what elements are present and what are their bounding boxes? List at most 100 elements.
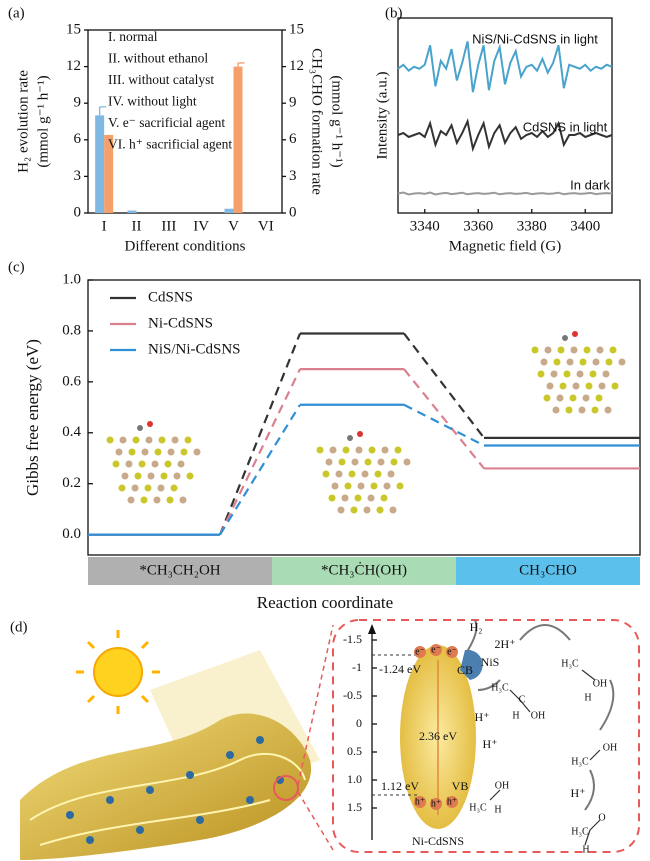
potential-label: 1.5 [347,800,362,814]
atom [590,371,597,378]
atom [382,447,389,454]
potential-label: -1.5 [343,632,362,646]
y-axis-title: Gibbs free energy (eV) [23,339,42,496]
y-tick-label: 0 [74,204,82,220]
atom [120,437,127,444]
y-tick-label: 15 [66,21,81,37]
x-tick-label: VI [258,218,274,234]
transition [220,333,300,534]
potential-label: -1 [352,660,362,674]
atom [129,449,136,456]
atom [137,425,143,431]
transition [220,369,300,535]
y-tick-label: 12 [66,58,81,74]
x-tick-label: 3340 [410,218,440,234]
atom [158,485,165,492]
hydroxyl: OH [495,780,509,791]
y-axis-title: (mmol g⁻¹ h⁻¹) [35,75,51,167]
atom [610,347,617,354]
panel-label: (d) [10,619,28,635]
annotation: II. without ethanol [108,51,208,66]
atom [404,459,411,466]
y2-tick-label: 15 [289,21,304,37]
atom [381,495,388,502]
methyl: H₃C [491,682,509,693]
atom [139,461,146,468]
atom [391,459,398,466]
electron: e⁻ [431,644,441,655]
atom [586,383,593,390]
atom [342,495,349,502]
carbon: C [519,694,526,705]
x-tick-label: 3360 [463,218,493,234]
transition [220,405,300,535]
methyl: H₃C [561,658,579,669]
atom [165,461,172,468]
atom [161,473,168,480]
atom [365,459,372,466]
atom [141,497,148,504]
atom [384,483,391,490]
h2: H₂ [470,620,483,634]
atom [564,371,571,378]
hole: h⁺ [447,796,457,807]
cb-label: CB [457,663,473,677]
atom [135,473,142,480]
atom [133,437,140,444]
atom [560,383,567,390]
atom [152,461,159,468]
y-tick-label: 0.0 [62,526,81,542]
atom [116,449,123,456]
category-label: CH₃CHO [519,562,577,578]
atom [343,447,350,454]
atom [180,497,187,504]
hydroxyl: OH [603,742,617,753]
category-label: *CH₃CH₂OH [139,562,220,578]
atom [358,483,365,490]
atom [377,507,384,514]
atom [545,347,552,354]
panel-label: (a) [8,5,25,21]
atom [168,449,175,456]
atom [339,459,346,466]
atom [397,483,404,490]
y2-axis-title: (mmol g⁻¹ h⁻¹) [329,75,345,167]
atom [329,495,336,502]
methyl: H₃C [469,802,487,813]
atom [369,447,376,454]
nis-label: NiS [481,655,500,669]
atom [619,359,626,366]
atom [147,421,153,427]
y-tick-label: 0.8 [62,322,81,338]
oxygen: O [598,812,605,823]
x-tick-label: 3400 [570,218,600,234]
atom [375,471,382,478]
y2-axis-title: CH₃CHO formation rate [309,48,325,195]
panel-label: (b) [385,5,403,21]
atom [185,437,192,444]
legend-label: NiS/Ni-CdSNS [148,341,241,357]
potential-label: 0.5 [347,744,362,758]
hydrogen: H [584,692,591,703]
hydrogen: H [512,710,519,721]
atom [357,431,363,437]
x-tick-label: 3380 [517,218,547,234]
atom [330,447,337,454]
atom [194,449,201,456]
hole: h⁺ [431,798,441,809]
atom [547,383,554,390]
y2-tick-label: 6 [289,131,297,147]
y2-tick-label: 0 [289,204,297,220]
atom [538,371,545,378]
atom [352,459,359,466]
atom [171,485,178,492]
atom [571,347,578,354]
transition [404,405,484,446]
atom [355,495,362,502]
atom [338,507,345,514]
x-axis-title: Reaction coordinate [257,593,393,612]
annotation: IV. without light [108,94,197,109]
material-label: Ni-CdSNS [412,834,464,848]
atom [107,437,114,444]
category-label: *CH₃ĊH(OH) [321,561,407,578]
